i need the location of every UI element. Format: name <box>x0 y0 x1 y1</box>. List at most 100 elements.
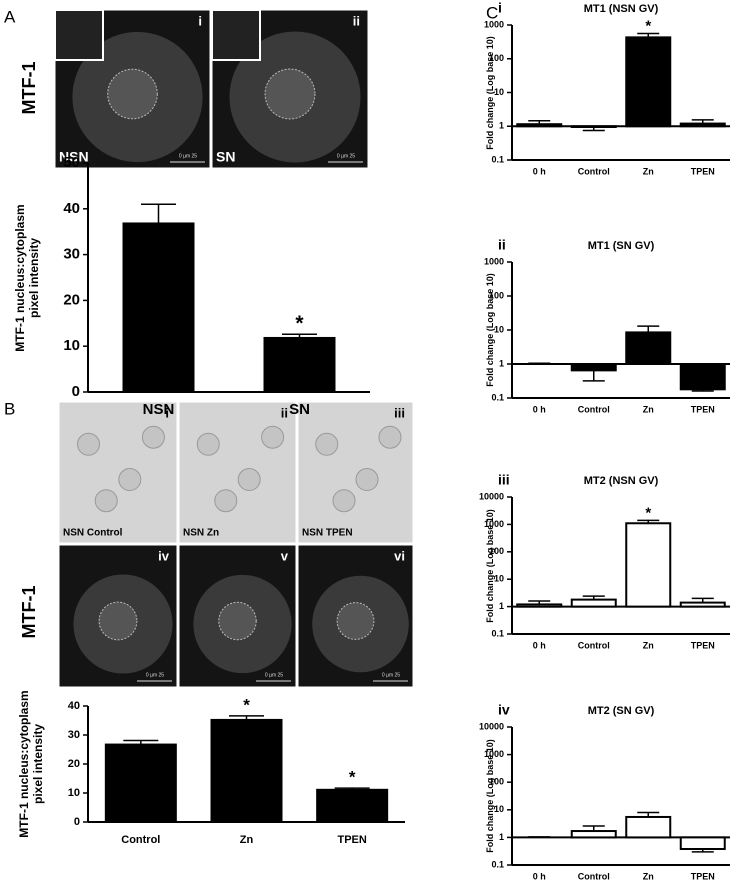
cell <box>77 432 100 456</box>
micrograph <box>58 401 178 544</box>
y-axis-label: MTF-1 nucleus:cytoplasm pixel intensity <box>13 203 41 352</box>
significance: * <box>295 312 304 335</box>
micrograph <box>297 401 414 544</box>
bar <box>625 522 672 608</box>
y-tick-label: 10000 <box>479 721 504 731</box>
y-tick-label: 20 <box>63 291 80 308</box>
scale-label: 0 µm 25 <box>146 672 164 678</box>
y-tick-label: 10 <box>494 804 504 814</box>
chart-title: MT2 (NSN GV) <box>584 475 659 487</box>
y-tick-label: 0 <box>74 816 80 828</box>
x-tick-label: TPEN <box>691 640 715 650</box>
y-tick-label: 10 <box>63 337 80 354</box>
side-label: MTF-1 <box>19 62 39 115</box>
x-tick-label: Zn <box>643 404 654 414</box>
significance: * <box>243 695 250 714</box>
cell <box>214 489 238 513</box>
image-roman: vi <box>394 548 405 563</box>
x-tick-label: TPEN <box>337 834 366 846</box>
cell <box>94 489 118 513</box>
y-tick-label: 1 <box>499 601 504 611</box>
significance: * <box>349 768 356 787</box>
scale-label: 0 µm 25 <box>179 153 197 159</box>
y-tick-label: 0.1 <box>491 859 504 869</box>
x-tick-label: Control <box>121 834 160 846</box>
x-tick-label: Zn <box>643 640 654 650</box>
x-tick-label: NSN <box>143 401 175 418</box>
side-label: MTF-1 <box>19 586 39 639</box>
y-axis-label: Fold change (Log base 10) <box>484 35 495 150</box>
cell <box>261 425 285 449</box>
y-tick-label: 1000 <box>484 256 504 266</box>
y-tick-label: 1 <box>499 358 504 368</box>
y-tick-label: 10 <box>494 324 504 334</box>
y-tick-label: 20 <box>68 758 80 770</box>
bar <box>263 336 336 393</box>
scale-label: 0 µm 25 <box>265 672 283 678</box>
bar <box>679 601 726 608</box>
bar <box>570 598 617 608</box>
bar <box>679 836 726 850</box>
chart-title: MT1 (NSN GV) <box>584 3 659 15</box>
x-tick-label: TPEN <box>691 166 715 176</box>
image-roman: iv <box>158 548 170 563</box>
image-caption: NSN <box>59 149 89 165</box>
y-tick-label: 50 <box>63 154 80 171</box>
nucleus <box>264 68 316 120</box>
x-tick-label: Zn <box>643 871 654 881</box>
panel-number: i <box>498 0 502 16</box>
scale-label: 0 µm 25 <box>382 672 400 678</box>
y-tick-label: 0.1 <box>491 628 504 638</box>
nucleus <box>98 601 138 641</box>
x-tick-label: TPEN <box>691 404 715 414</box>
x-tick-label: 0 h <box>533 871 546 881</box>
x-tick-label: Control <box>578 640 610 650</box>
bar <box>625 36 672 128</box>
x-tick-label: Zn <box>643 166 654 176</box>
chart-title: MT2 (SN GV) <box>588 705 655 717</box>
bar <box>625 815 672 839</box>
bar <box>122 222 195 393</box>
y-tick-label: 1000 <box>484 519 504 529</box>
y-tick-label: 0.1 <box>491 392 504 402</box>
x-tick-label: Zn <box>240 834 254 846</box>
micrograph <box>178 401 297 544</box>
y-tick-label: 10 <box>68 787 80 799</box>
bar <box>104 743 177 824</box>
y-tick-label: 100 <box>489 777 504 787</box>
y-tick-label: 40 <box>68 700 80 712</box>
scale-label: 0 µm 25 <box>337 153 355 159</box>
y-axis-label: Fold change (Log base 10) <box>484 273 495 387</box>
cell <box>332 489 356 513</box>
y-tick-label: 100 <box>489 53 504 63</box>
y-tick-label: 0 <box>72 383 80 400</box>
x-tick-label: Control <box>578 404 610 414</box>
panel-number: ii <box>498 237 506 253</box>
x-tick-label: Control <box>578 166 610 176</box>
y-tick-label: 1000 <box>484 749 504 759</box>
image-caption: SN <box>216 149 235 165</box>
inset <box>211 9 261 61</box>
x-tick-label: 0 h <box>533 640 546 650</box>
y-tick-label: 10000 <box>479 491 504 501</box>
x-tick-label: 0 h <box>533 404 546 414</box>
bar <box>570 125 617 129</box>
cell <box>378 425 402 449</box>
significance: * <box>645 17 651 34</box>
y-tick-label: 40 <box>63 200 80 217</box>
x-tick-label: 0 h <box>533 166 546 176</box>
cell <box>141 425 165 449</box>
image-roman: v <box>281 548 289 563</box>
bar <box>210 718 283 823</box>
cell <box>315 432 339 456</box>
image-roman: i <box>198 13 202 28</box>
y-tick-label: 10 <box>494 87 504 97</box>
bar <box>570 363 617 372</box>
nucleus <box>336 602 375 640</box>
image-roman: iii <box>394 405 405 420</box>
y-tick-label: 30 <box>63 246 80 263</box>
image-caption: NSN Zn <box>183 528 219 539</box>
nucleus <box>218 601 257 641</box>
y-tick-label: 0.1 <box>491 154 504 164</box>
